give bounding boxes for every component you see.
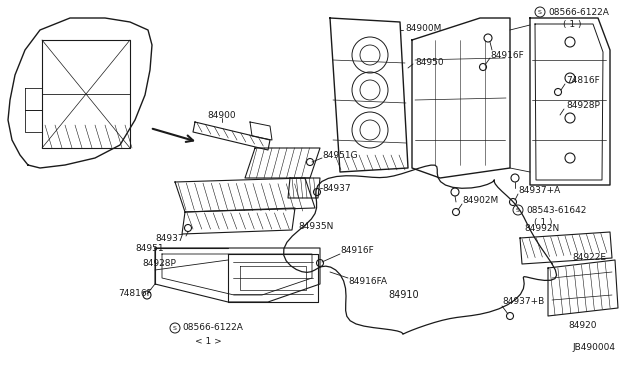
Text: ( 1 ): ( 1 )	[563, 19, 582, 29]
Text: 84910: 84910	[388, 290, 419, 300]
Text: S: S	[516, 208, 520, 212]
Text: S: S	[173, 326, 177, 330]
Text: 84916FA: 84916FA	[348, 278, 387, 286]
Text: 08543-61642: 08543-61642	[526, 205, 586, 215]
Text: 08566-6122A: 08566-6122A	[182, 324, 243, 333]
Text: 84937: 84937	[322, 183, 351, 192]
Text: 84937+B: 84937+B	[502, 298, 544, 307]
Text: 84900: 84900	[207, 110, 236, 119]
Text: 74816F: 74816F	[118, 289, 152, 298]
Text: 84992N: 84992N	[524, 224, 559, 232]
Text: 84937: 84937	[155, 234, 184, 243]
Text: 84951G: 84951G	[322, 151, 358, 160]
Text: 84920: 84920	[568, 321, 596, 330]
Text: 84916F: 84916F	[340, 246, 374, 254]
Text: 84950: 84950	[415, 58, 444, 67]
Text: 08566-6122A: 08566-6122A	[548, 7, 609, 16]
Text: 84928P: 84928P	[566, 100, 600, 109]
Text: 84900M: 84900M	[405, 23, 442, 32]
Text: 74816F: 74816F	[566, 76, 600, 84]
Text: 84916F: 84916F	[490, 51, 524, 60]
Text: 84951: 84951	[135, 244, 164, 253]
Text: 84935N: 84935N	[298, 221, 333, 231]
Text: 84937+A: 84937+A	[518, 186, 560, 195]
Text: S: S	[538, 10, 542, 15]
Text: 84928P: 84928P	[142, 260, 176, 269]
Text: 84922E: 84922E	[572, 253, 606, 263]
Text: 84902M: 84902M	[462, 196, 499, 205]
Text: < 1 >: < 1 >	[195, 337, 221, 346]
Text: JB490004: JB490004	[572, 343, 615, 353]
Text: ( 1 ): ( 1 )	[534, 218, 552, 227]
